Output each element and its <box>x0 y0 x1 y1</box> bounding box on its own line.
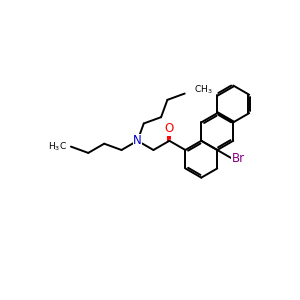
Text: N: N <box>133 134 142 147</box>
Text: O: O <box>165 122 174 135</box>
Text: H$_3$C: H$_3$C <box>48 140 68 153</box>
Text: Br: Br <box>232 152 245 165</box>
Text: CH$_3$: CH$_3$ <box>194 84 213 96</box>
